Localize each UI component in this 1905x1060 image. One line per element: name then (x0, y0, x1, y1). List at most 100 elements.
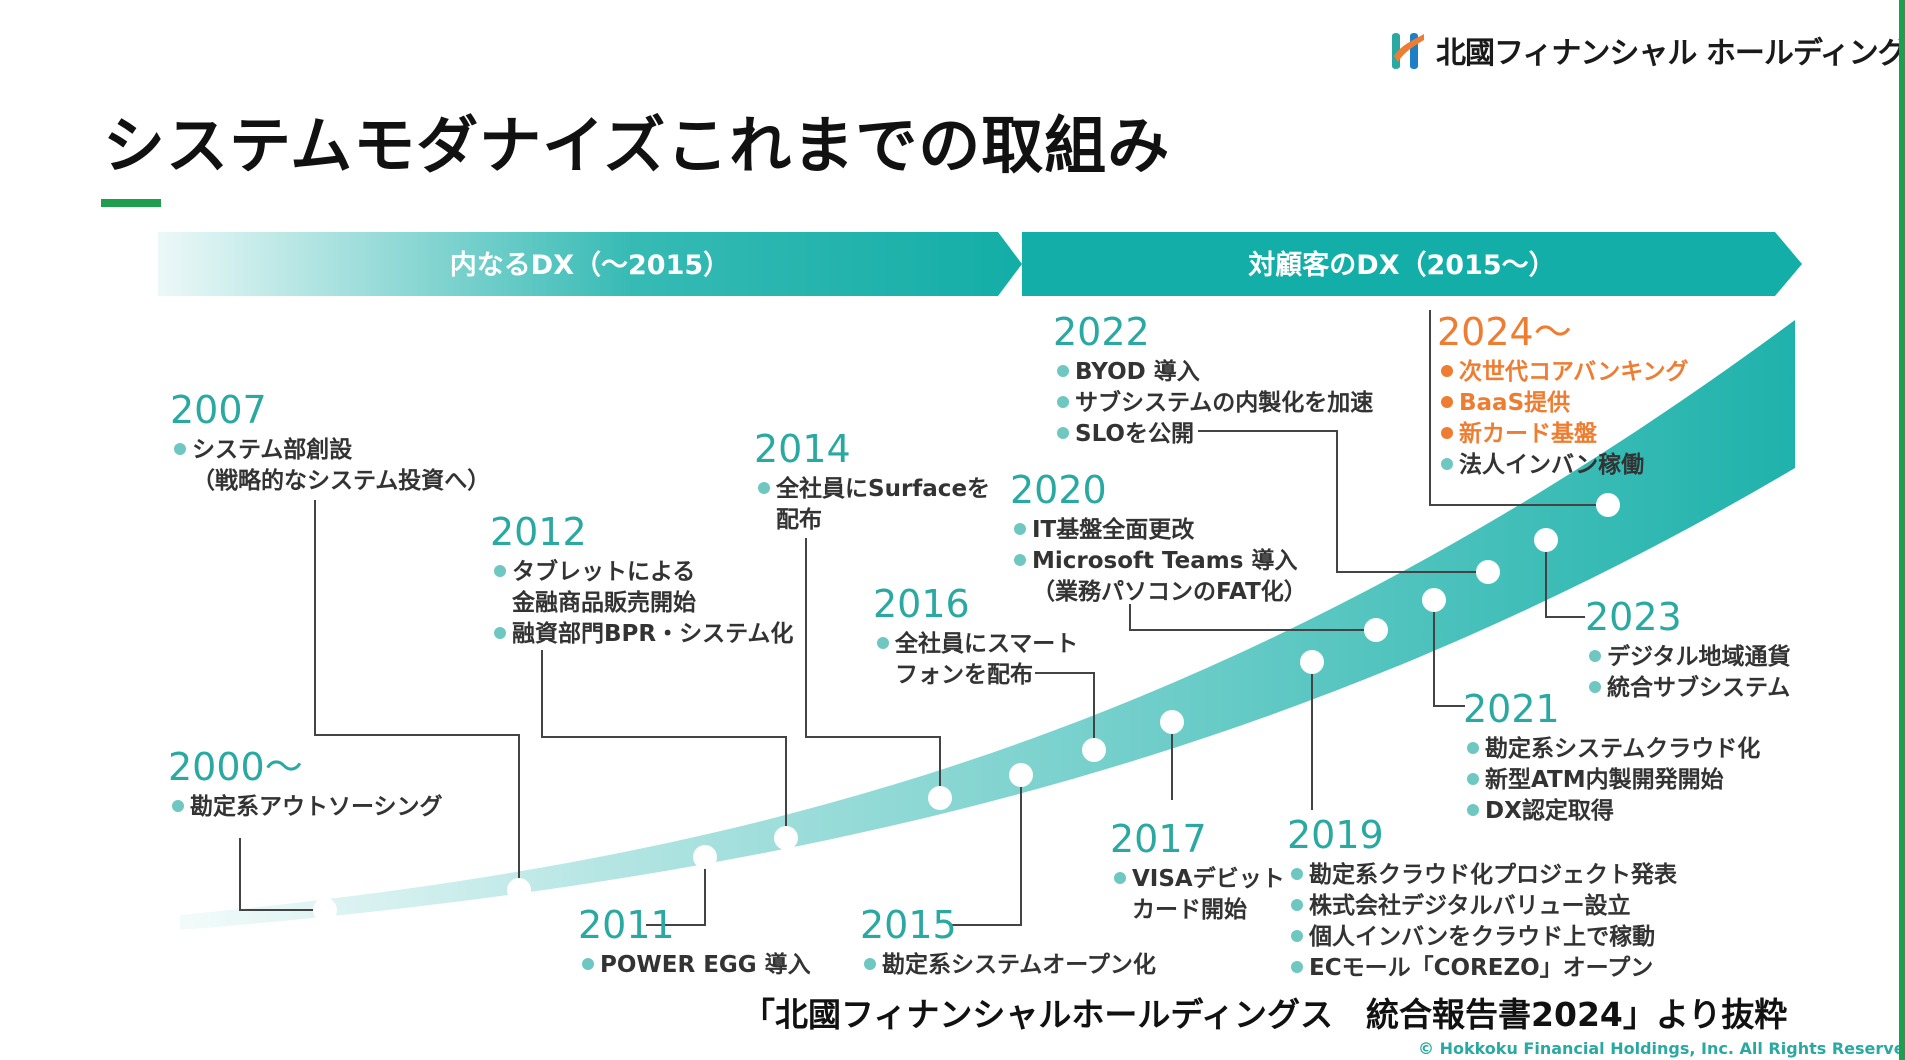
milestone-item-2022-0: BYOD 導入 (1075, 358, 1200, 385)
milestone-dot-2020 (1364, 618, 1388, 642)
bullet-icon (494, 565, 506, 577)
milestone-year-2007: 2007 (170, 388, 267, 432)
milestone-item-2021-2: DX認定取得 (1485, 797, 1614, 824)
leader-line-2024 (1429, 310, 1608, 506)
band-customer-dx (1022, 232, 1802, 296)
milestone-year-2012: 2012 (490, 510, 587, 554)
copyright-notice: © Hokkoku Financial Holdings, Inc. All R… (1418, 1039, 1905, 1058)
milestone-dot-2017 (1160, 710, 1184, 734)
milestone-item-2021-0: 勘定系システムクラウド化 (1485, 735, 1760, 762)
milestone-dot-2011 (693, 845, 717, 869)
milestone-item-2019-2: 個人インバンをクラウド上で稼動 (1308, 923, 1655, 950)
milestone-item-2020-1: Microsoft Teams 導入 (1032, 547, 1297, 574)
milestone-item-2007-1: （戦略的なシステム投資へ） (192, 467, 490, 494)
milestone-year-2022: 2022 (1053, 310, 1150, 354)
milestone-item-2020-0: IT基盤全面更改 (1032, 516, 1194, 543)
band-customer-dx-label: 対顧客のDX（2015～） (1248, 249, 1555, 281)
milestone-item-2021-1: 新型ATM内製開発開始 (1485, 766, 1724, 793)
growth-curve-band (180, 320, 1795, 930)
bullet-icon (1291, 868, 1303, 880)
bullet-icon (877, 637, 889, 649)
bullet-icon (1057, 427, 1069, 439)
milestone-year-2021: 2021 (1463, 687, 1560, 731)
milestone-dot-2000 (313, 898, 337, 922)
milestone-year-2024: 2024～ (1437, 310, 1572, 354)
bullet-icon (1014, 523, 1026, 535)
milestone-item-2019-1: 株式会社デジタルバリュー設立 (1309, 892, 1631, 919)
milestone-item-2022-1: サブシステムの内製化を加速 (1075, 389, 1373, 416)
milestone-year-2017: 2017 (1110, 817, 1207, 861)
milestone-item-2022-2: SLOを公開 (1075, 421, 1194, 447)
milestone-year-2015: 2015 (860, 903, 957, 947)
milestone-dot-2016 (1082, 738, 1106, 762)
milestone-year-2019: 2019 (1287, 813, 1384, 857)
leader-line-2007 (314, 500, 520, 890)
bullet-icon (758, 482, 770, 494)
bullet-icon (1057, 396, 1069, 408)
right-edge-bar (1899, 0, 1905, 1060)
milestone-year-2023: 2023 (1585, 595, 1682, 639)
bullet-icon (1291, 899, 1303, 911)
milestone-dot-2012 (774, 826, 798, 850)
milestone-year-2000: 2000～ (168, 745, 303, 789)
milestone-item-2012-0: タブレットによる (512, 558, 695, 585)
milestone-item-2024-2: 新カード基盤 (1459, 420, 1598, 447)
bullet-icon (1441, 396, 1453, 408)
bullet-icon (864, 958, 876, 970)
milestone-item-2019-3: ECモール「COREZO」オープン (1309, 955, 1653, 981)
milestone-item-2024-3: 法人インバン稼働 (1459, 451, 1644, 478)
milestone-item-2024-0: 次世代コアバンキング (1459, 358, 1689, 385)
bullet-icon (1114, 872, 1126, 884)
milestone-dot-2014 (928, 786, 952, 810)
leader-line-2023 (1545, 540, 1585, 618)
milestone-dot-2007 (507, 878, 531, 902)
leader-line-2012 (541, 650, 787, 838)
milestone-item-2023-1: 統合サブシステム (1607, 674, 1790, 701)
milestone-item-2017-0: VISAデビット (1132, 865, 1285, 892)
company-logo: 北國フィナンシャル ホールディングス (1388, 28, 1905, 72)
bullet-icon (1467, 773, 1479, 785)
milestone-item-2011-0: POWER EGG 導入 (600, 951, 811, 978)
leader-line-2015 (952, 775, 1022, 926)
milestone-item-2014-1: 配布 (776, 506, 822, 533)
bullet-icon (172, 800, 184, 812)
milestone-item-2017-1: カード開始 (1132, 896, 1247, 923)
milestone-item-2012-1: 金融商品販売開始 (511, 589, 696, 616)
milestone-year-2014: 2014 (754, 427, 851, 471)
bullet-icon (1291, 930, 1303, 942)
bullet-icon (1057, 365, 1069, 377)
milestone-dot-2019 (1300, 650, 1324, 674)
milestone-dot-2024 (1596, 493, 1620, 517)
milestone-dot-2022 (1476, 560, 1500, 584)
leader-line-2014 (805, 538, 941, 798)
bullet-icon (174, 443, 186, 455)
page-title: システムモダナイズこれまでの取組み (103, 109, 1171, 182)
source-credit: 「北國フィナンシャルホールディングス 統合報告書2024」より抜粋 (742, 995, 1788, 1034)
milestone-labels: 2000～ 勘定系アウトソーシング 2007 システム部創設 （戦略的なシステム投資へ）… (168, 310, 1791, 981)
milestone-item-2007-0: システム部創設 (192, 436, 353, 463)
milestone-year-2020: 2020 (1010, 468, 1107, 512)
milestone-dots (313, 493, 1620, 922)
leader-line-2011 (646, 857, 706, 926)
band-internal-dx (158, 232, 1022, 296)
leader-line-2022 (1198, 430, 1488, 573)
band-internal-dx-label: 内なるDX（～2015） (450, 250, 730, 281)
bullet-icon (1441, 427, 1453, 439)
bullet-icon (1441, 365, 1453, 377)
milestone-dot-2021 (1422, 588, 1446, 612)
bullet-icon (582, 958, 594, 970)
bullet-icon (1441, 458, 1453, 470)
milestone-item-2016-1: フォンを配布 (895, 661, 1033, 688)
milestone-year-2011: 2011 (578, 903, 675, 947)
leader-line-2020 (1129, 604, 1376, 631)
milestone-item-2000-0: 勘定系アウトソーシング (190, 793, 443, 820)
milestone-item-2019-0: 勘定系クラウド化プロジェクト発表 (1309, 861, 1678, 888)
leader-line-2021 (1433, 600, 1465, 707)
bullet-icon (1589, 650, 1601, 662)
milestone-item-2015-0: 勘定系システムオープン化 (882, 951, 1156, 978)
bullet-icon (1291, 961, 1303, 973)
bullet-icon (494, 627, 506, 639)
leader-line-2000 (239, 838, 325, 911)
title-accent-bar (101, 199, 161, 207)
bullet-icon (1014, 554, 1026, 566)
